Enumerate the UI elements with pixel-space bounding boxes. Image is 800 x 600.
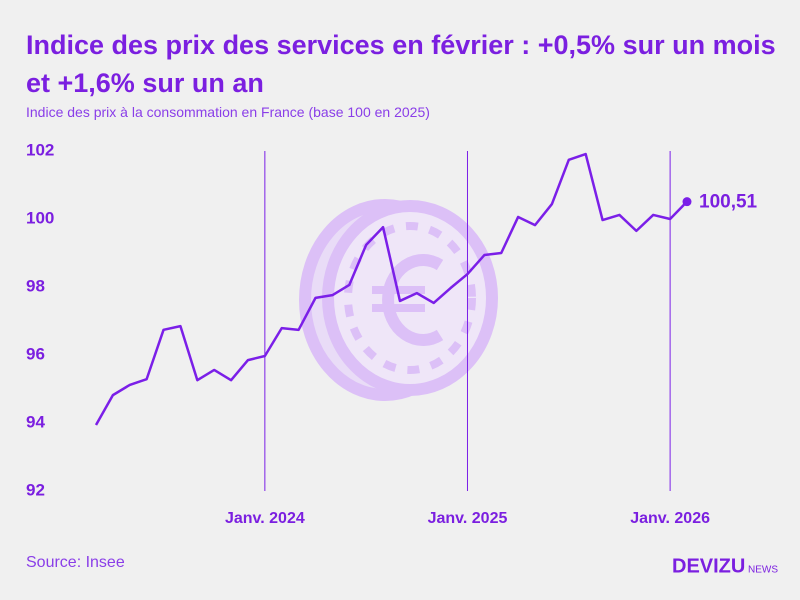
y-tick-label: 94 <box>26 412 45 431</box>
coin-illustration <box>299 199 498 401</box>
line <box>94 152 688 426</box>
x-tick-label: Janv. 2026 <box>630 510 710 527</box>
y-tick-label: 98 <box>26 276 45 295</box>
end-point <box>682 197 692 207</box>
chart-subtitle: Indice des prix à la consommation en Fra… <box>26 104 430 120</box>
value-label: 100,51 <box>699 192 758 213</box>
brand: DEVIZU <box>672 555 745 577</box>
y-tick-label: 92 <box>26 480 45 499</box>
brand-suffix: NEWS <box>748 565 778 576</box>
source: Source: Insee <box>26 554 125 571</box>
x-tick-label: Janv. 2025 <box>428 510 508 527</box>
y-tick-label: 100 <box>26 208 54 227</box>
chart-title: Indice des prix des services en février … <box>26 30 776 98</box>
x-tick-label: Janv. 2024 <box>225 510 305 527</box>
y-tick-label: 102 <box>26 140 54 159</box>
y-tick-label: 96 <box>26 344 45 363</box>
